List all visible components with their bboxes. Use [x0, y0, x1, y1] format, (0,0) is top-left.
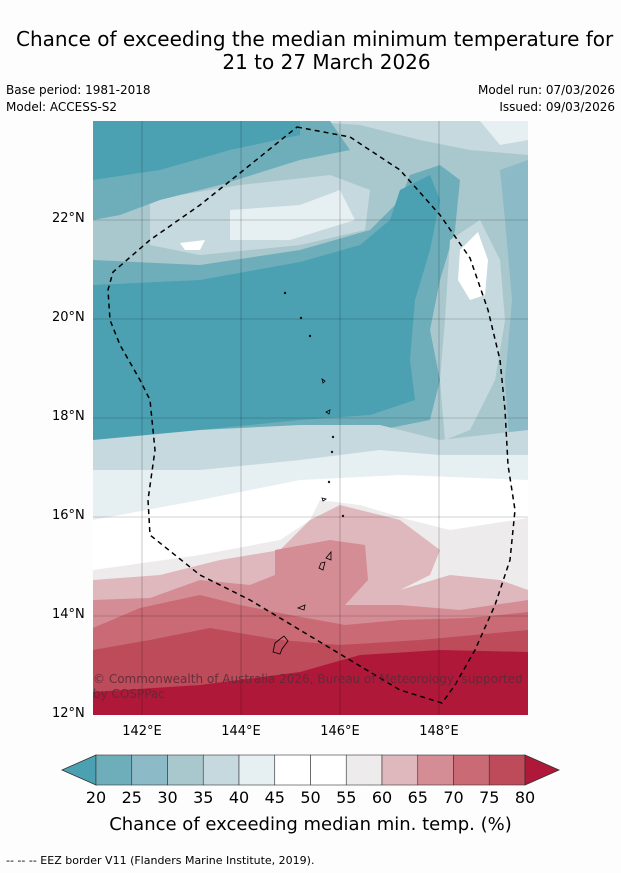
tinian-island: [318, 561, 326, 571]
map-title-line2: 21 to 27 March 2026: [222, 50, 431, 74]
map-title-line1: Chance of exceeding the median minimum t…: [16, 27, 614, 51]
colorbar-tick-label: 80: [514, 788, 536, 807]
model-name: Model: ACCESS-S2: [6, 100, 118, 114]
probability-contours: [93, 121, 528, 715]
guam-island: [272, 635, 289, 655]
colorbar-cell: [488, 754, 526, 786]
colorbar-tick-label: 60: [371, 788, 393, 807]
colorbar: [61, 754, 560, 786]
lat-label-18: 18°N: [52, 409, 85, 424]
issued-date: Issued: 09/03/2026: [499, 100, 615, 114]
colorbar-cell: [345, 754, 383, 786]
colorbar-cell: [238, 754, 276, 786]
copyright-credit: © Commonwealth of Australia 2026, Bureau…: [93, 672, 523, 701]
base-period: Base period: 1981-2018: [6, 83, 151, 97]
saipan-island: [325, 550, 332, 561]
lon-label-148: 148°E: [419, 724, 459, 739]
colorbar-tick-label: 45: [264, 788, 285, 807]
rota-island: [296, 604, 306, 611]
colorbar-low-arrow: [61, 754, 97, 786]
colorbar-tick-label: 30: [157, 788, 178, 807]
colorbar-cell: [167, 754, 204, 786]
eez-border: [107, 126, 516, 704]
islands: [272, 291, 345, 655]
colorbar-tick-label: 25: [121, 788, 142, 807]
colorbar-tick-label: 40: [228, 788, 250, 807]
colorbar-cell: [131, 754, 168, 786]
lat-label-12: 12°N: [52, 706, 85, 721]
lat-label-22: 22°N: [52, 211, 85, 226]
colorbar-cell: [95, 754, 133, 786]
colorbar-cell: [381, 754, 419, 786]
lon-label-142: 142°E: [122, 724, 162, 739]
colorbar-tick-label: 65: [407, 788, 428, 807]
lat-label-14: 14°N: [52, 607, 85, 622]
colorbar-tick-label: 20: [85, 788, 107, 807]
colorbar-tick-label: 55: [336, 788, 357, 807]
colorbar-title: Chance of exceeding median min. temp. (%…: [109, 814, 512, 835]
colorbar-high-arrow: [524, 754, 560, 786]
colorbar-cell: [453, 754, 490, 786]
lon-label-144: 144°E: [221, 724, 261, 739]
lat-label-20: 20°N: [52, 310, 85, 325]
colorbar-tick-label: 75: [479, 788, 500, 807]
colorbar-tick-label: 35: [193, 788, 214, 807]
lat-label-16: 16°N: [52, 508, 85, 523]
colorbar-cell: [202, 754, 240, 786]
model-run: Model run: 07/03/2026: [477, 83, 615, 97]
colorbar-cell: [310, 754, 347, 786]
colorbar-tick-label: 70: [443, 788, 464, 807]
colorbar-cell: [417, 754, 454, 786]
lon-label-146: 146°E: [320, 724, 360, 739]
colorbar-cell: [274, 754, 311, 786]
colorbar-tick-label: 50: [300, 788, 321, 807]
graticule: [93, 121, 528, 715]
eez-legend-note: -- -- -- EEZ border V11 (Flanders Marine…: [6, 854, 315, 867]
